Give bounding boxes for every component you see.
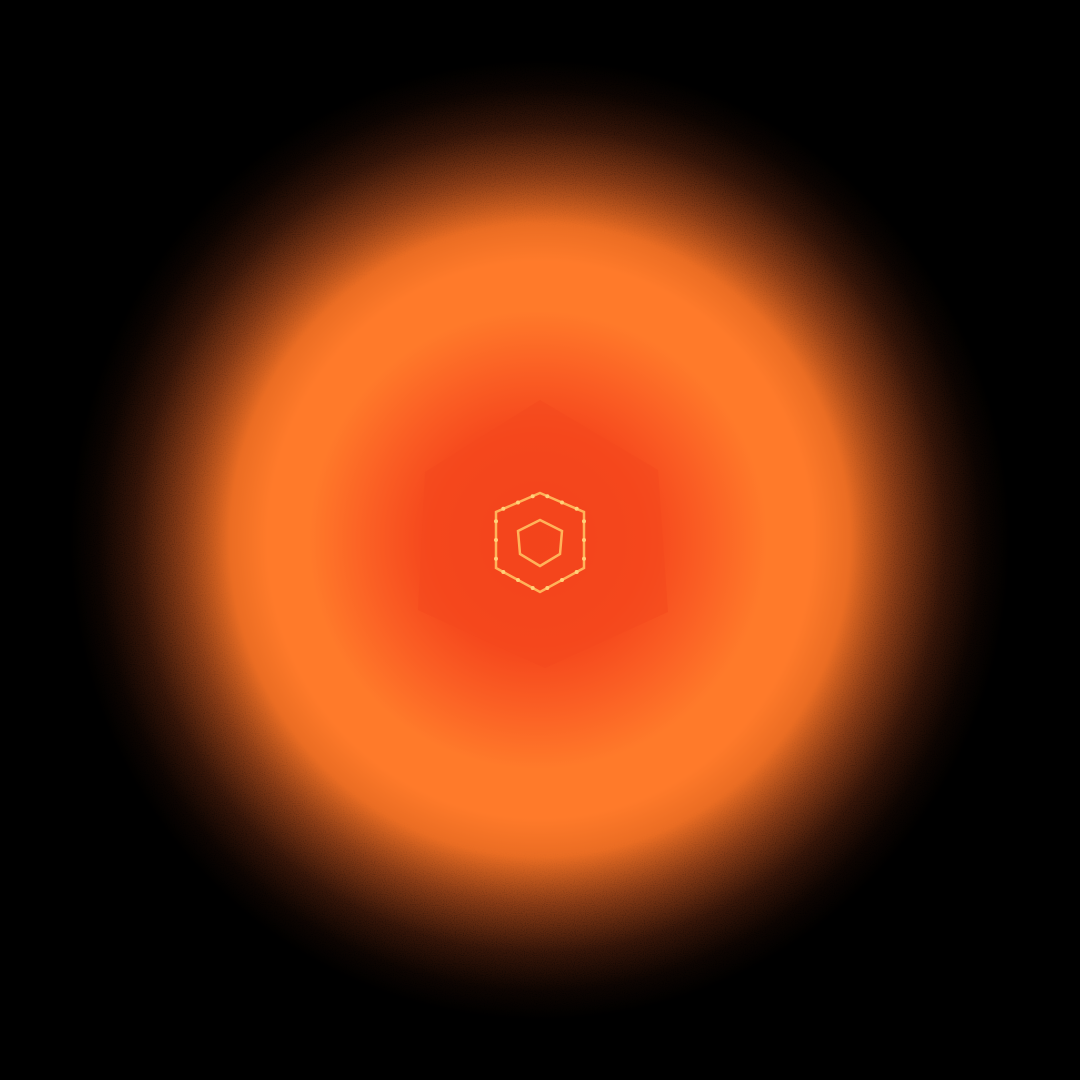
emblem-node-dot bbox=[582, 538, 586, 542]
emblem-node-dots bbox=[494, 494, 586, 590]
emblem-node-dot bbox=[574, 570, 579, 574]
emblem-node-dot bbox=[494, 519, 498, 524]
emblem-node-dot bbox=[582, 519, 586, 524]
outer-hexagon-outline bbox=[494, 491, 586, 594]
emblem-node-dot bbox=[530, 586, 535, 590]
emblem-node-dot bbox=[582, 556, 586, 561]
emblem-node-dot bbox=[574, 506, 579, 511]
emblem-node-dot bbox=[494, 556, 498, 561]
emblem-node-dot bbox=[516, 500, 520, 505]
emblem-node-dot bbox=[530, 494, 535, 499]
emblem-node-dot bbox=[494, 538, 498, 542]
emblem-node-dot bbox=[501, 506, 506, 511]
emblem-node-dot bbox=[501, 570, 506, 574]
emblem-node-dot bbox=[516, 578, 520, 582]
emblem-node-dot bbox=[545, 586, 550, 590]
inner-shield-outline bbox=[516, 518, 564, 568]
emblem-node-dot bbox=[560, 578, 564, 582]
emblem-node-dot bbox=[545, 494, 550, 499]
hexagon-backplate bbox=[418, 400, 668, 668]
emblem-node-dot bbox=[560, 500, 564, 505]
